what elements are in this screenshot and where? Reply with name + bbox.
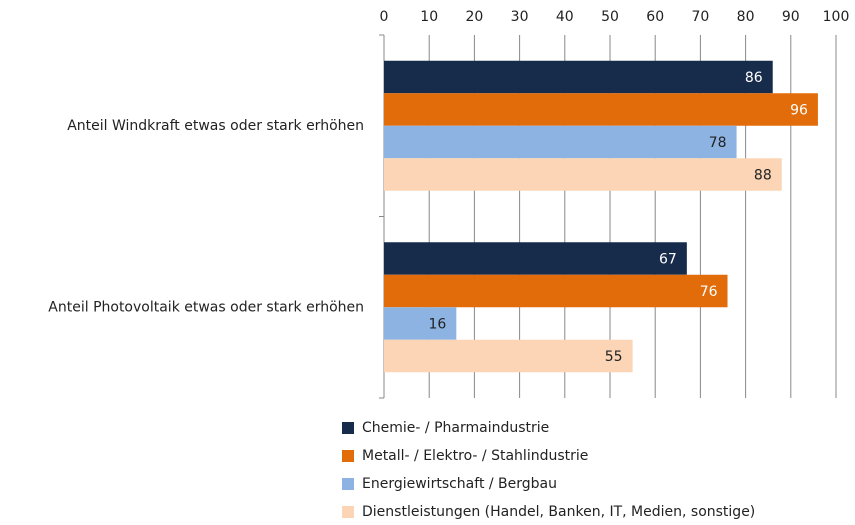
data-label: 88 xyxy=(754,168,772,184)
x-tick-label: 70 xyxy=(691,9,709,25)
data-label: 86 xyxy=(745,70,763,86)
y-tick-label: Anteil Windkraft etwas oder stark erhöhe… xyxy=(67,118,364,134)
legend-label: Chemie- / Pharmaindustrie xyxy=(362,420,549,436)
x-tick-label: 100 xyxy=(823,9,850,25)
legend-swatch xyxy=(342,478,354,490)
legend-swatch xyxy=(342,506,354,518)
x-tick-label: 40 xyxy=(556,9,574,25)
data-label: 67 xyxy=(659,252,677,268)
x-tick-label: 60 xyxy=(646,9,664,25)
legend-swatch xyxy=(342,422,354,434)
x-tick-label: 20 xyxy=(465,9,483,25)
bar xyxy=(384,125,737,159)
x-tick-label: 10 xyxy=(420,9,438,25)
bar xyxy=(384,158,782,191)
legend-label: Energiewirtschaft / Bergbau xyxy=(362,476,557,492)
data-label: 76 xyxy=(700,284,718,300)
bar xyxy=(384,242,687,275)
x-tick-label: 80 xyxy=(737,9,755,25)
bar xyxy=(384,274,728,308)
bar xyxy=(384,307,457,340)
bar xyxy=(384,60,773,94)
x-tick-label: 0 xyxy=(380,9,389,25)
x-tick-label: 30 xyxy=(511,9,529,25)
data-label: 55 xyxy=(605,349,623,365)
legend-label: Dienstleistungen (Handel, Banken, IT, Me… xyxy=(362,504,755,520)
data-label: 16 xyxy=(428,317,446,333)
x-tick-label: 50 xyxy=(601,9,619,25)
legend-swatch xyxy=(342,450,354,462)
bar xyxy=(384,339,633,373)
data-label: 96 xyxy=(790,103,808,119)
y-tick-label: Anteil Photovoltaik etwas oder stark erh… xyxy=(48,299,364,315)
data-label: 78 xyxy=(709,135,727,151)
bar xyxy=(384,93,818,126)
x-tick-label: 90 xyxy=(782,9,800,25)
legend-label: Metall- / Elektro- / Stahlindustrie xyxy=(362,448,588,464)
